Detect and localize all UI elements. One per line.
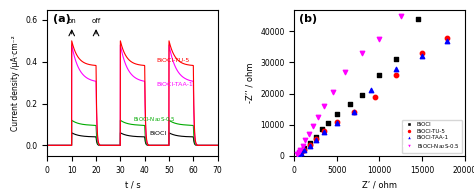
Text: BiOCl-TAA-1: BiOCl-TAA-1 bbox=[157, 82, 193, 87]
Point bbox=[342, 70, 349, 73]
Text: BiOCl-TU-5: BiOCl-TU-5 bbox=[157, 58, 190, 63]
Point bbox=[301, 146, 308, 150]
Point bbox=[295, 150, 302, 154]
Point bbox=[329, 90, 337, 93]
Legend: BiOCl, BiOCl-TU-5, BiOCl-TAA-1, BiOCl-Na$_2$S-0.5: BiOCl, BiOCl-TU-5, BiOCl-TAA-1, BiOCl-Na… bbox=[401, 120, 462, 153]
Point bbox=[320, 105, 328, 108]
Point bbox=[314, 115, 322, 118]
Point bbox=[297, 150, 305, 153]
Point bbox=[392, 58, 400, 61]
Point bbox=[418, 51, 426, 55]
Point bbox=[375, 38, 383, 41]
Point bbox=[333, 112, 341, 115]
Point bbox=[418, 55, 426, 58]
Text: (a): (a) bbox=[53, 14, 70, 24]
Text: (b): (b) bbox=[300, 14, 318, 24]
Point bbox=[358, 94, 366, 97]
X-axis label: t / s: t / s bbox=[125, 180, 140, 189]
Point bbox=[397, 14, 404, 17]
Point bbox=[297, 151, 305, 154]
Point bbox=[358, 51, 366, 55]
Point bbox=[414, 17, 421, 20]
Point bbox=[333, 120, 341, 123]
X-axis label: Z’ / ohm: Z’ / ohm bbox=[362, 180, 397, 189]
Point bbox=[293, 152, 301, 155]
Point bbox=[312, 139, 319, 142]
Point bbox=[318, 128, 325, 131]
Point bbox=[301, 139, 309, 142]
Point bbox=[375, 73, 383, 76]
Point bbox=[333, 122, 341, 125]
Point bbox=[297, 150, 305, 154]
Point bbox=[392, 67, 400, 70]
Point bbox=[295, 152, 302, 155]
Text: on: on bbox=[67, 18, 76, 24]
Point bbox=[320, 129, 328, 132]
Point bbox=[325, 122, 332, 125]
Point bbox=[306, 143, 313, 146]
Point bbox=[296, 148, 304, 151]
Text: BiOCl-Na$_2$S-0.5: BiOCl-Na$_2$S-0.5 bbox=[133, 115, 175, 124]
Point bbox=[320, 131, 328, 134]
Point bbox=[301, 148, 308, 151]
Point bbox=[312, 136, 319, 139]
Point bbox=[444, 39, 451, 42]
Point bbox=[305, 132, 312, 135]
Point bbox=[371, 95, 379, 98]
Point bbox=[350, 111, 358, 114]
Text: BiOCl: BiOCl bbox=[150, 131, 167, 136]
Point bbox=[312, 137, 319, 140]
Point bbox=[301, 149, 308, 152]
Y-axis label: -Z’’ / ohm: -Z’’ / ohm bbox=[246, 62, 255, 103]
Y-axis label: Current density /μA·cm⁻²: Current density /μA·cm⁻² bbox=[11, 35, 20, 131]
Point bbox=[350, 111, 358, 114]
Point bbox=[309, 125, 317, 128]
Point bbox=[299, 144, 307, 147]
Point bbox=[346, 103, 354, 106]
Point bbox=[306, 142, 313, 145]
Point bbox=[306, 145, 313, 148]
Point bbox=[444, 36, 451, 39]
Point bbox=[295, 152, 302, 155]
Point bbox=[295, 153, 302, 156]
Text: off: off bbox=[91, 18, 100, 24]
Point bbox=[367, 89, 374, 92]
Point bbox=[392, 73, 400, 76]
